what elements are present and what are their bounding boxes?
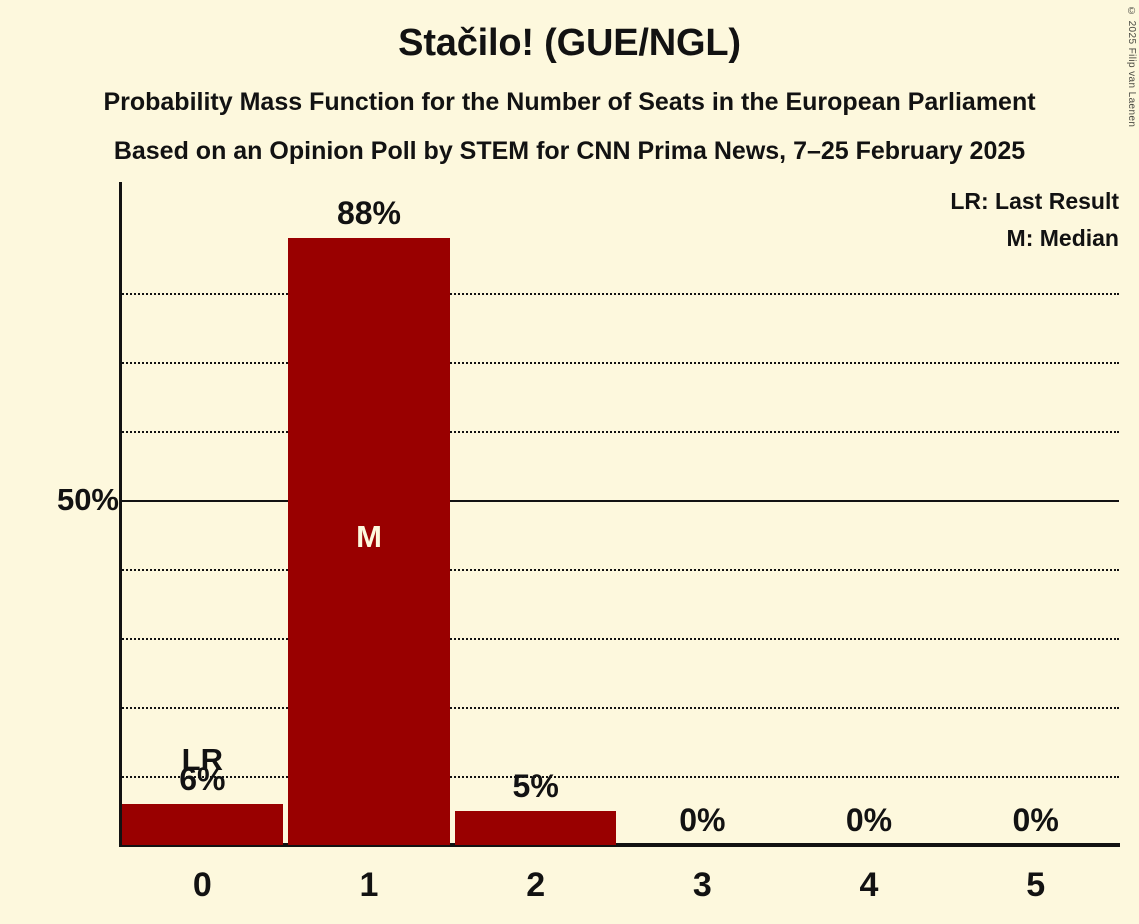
gridline: [119, 362, 1119, 364]
bar-value-label-2: 5%: [512, 767, 559, 804]
chart-subtitle: Probability Mass Function for the Number…: [103, 88, 1036, 116]
bar-value-label-0: 6%: [179, 760, 226, 797]
x-axis-tick-label-3: 3: [692, 866, 712, 904]
bar-marker-m-1: M: [356, 519, 382, 555]
bar-marker-lr-0: LR: [181, 741, 223, 777]
chart-legend: LR: Last Result M: Median: [950, 183, 1119, 257]
bar-value-label-4: 0%: [845, 802, 893, 838]
x-axis-tick-label-2: 2: [526, 866, 546, 904]
x-axis-tick-label-1: 1: [359, 866, 379, 904]
x-axis-tick-label-5: 5: [1026, 866, 1046, 904]
legend-item-last-result: LR: Last Result: [950, 188, 1119, 214]
gridline: [119, 431, 1119, 433]
bar-value-label-1: 88%: [336, 194, 401, 231]
x-axis-tick-label-0: 0: [192, 866, 212, 904]
gridline: [119, 707, 1119, 709]
page-title: Stačilo! (GUE/NGL): [398, 22, 741, 64]
plot-area: 6% LR 88% M 5% 0% 0% 0%: [119, 155, 1119, 845]
gridline-major: [119, 500, 1119, 502]
gridline: [119, 638, 1119, 640]
bar-1: [288, 237, 450, 845]
y-axis-tick-label: 50%: [56, 482, 119, 517]
bar-0: [121, 803, 284, 845]
bar-2: [454, 810, 617, 845]
x-axis-line: [119, 843, 1120, 847]
bar-value-label-3: 0%: [679, 802, 726, 838]
chart-source-line: Based on an Opinion Poll by STEM for CNN…: [113, 137, 1026, 165]
bar-value-label-5: 0%: [1012, 802, 1059, 838]
gridline: [119, 293, 1119, 295]
gridline: [119, 776, 1119, 778]
copyright-notice: © 2025 Filip van Laenen: [1126, 6, 1137, 128]
y-axis-line: [119, 182, 122, 847]
x-axis-tick-label-4: 4: [859, 866, 879, 904]
legend-item-median: M: Median: [1006, 225, 1119, 251]
gridline: [119, 569, 1119, 571]
